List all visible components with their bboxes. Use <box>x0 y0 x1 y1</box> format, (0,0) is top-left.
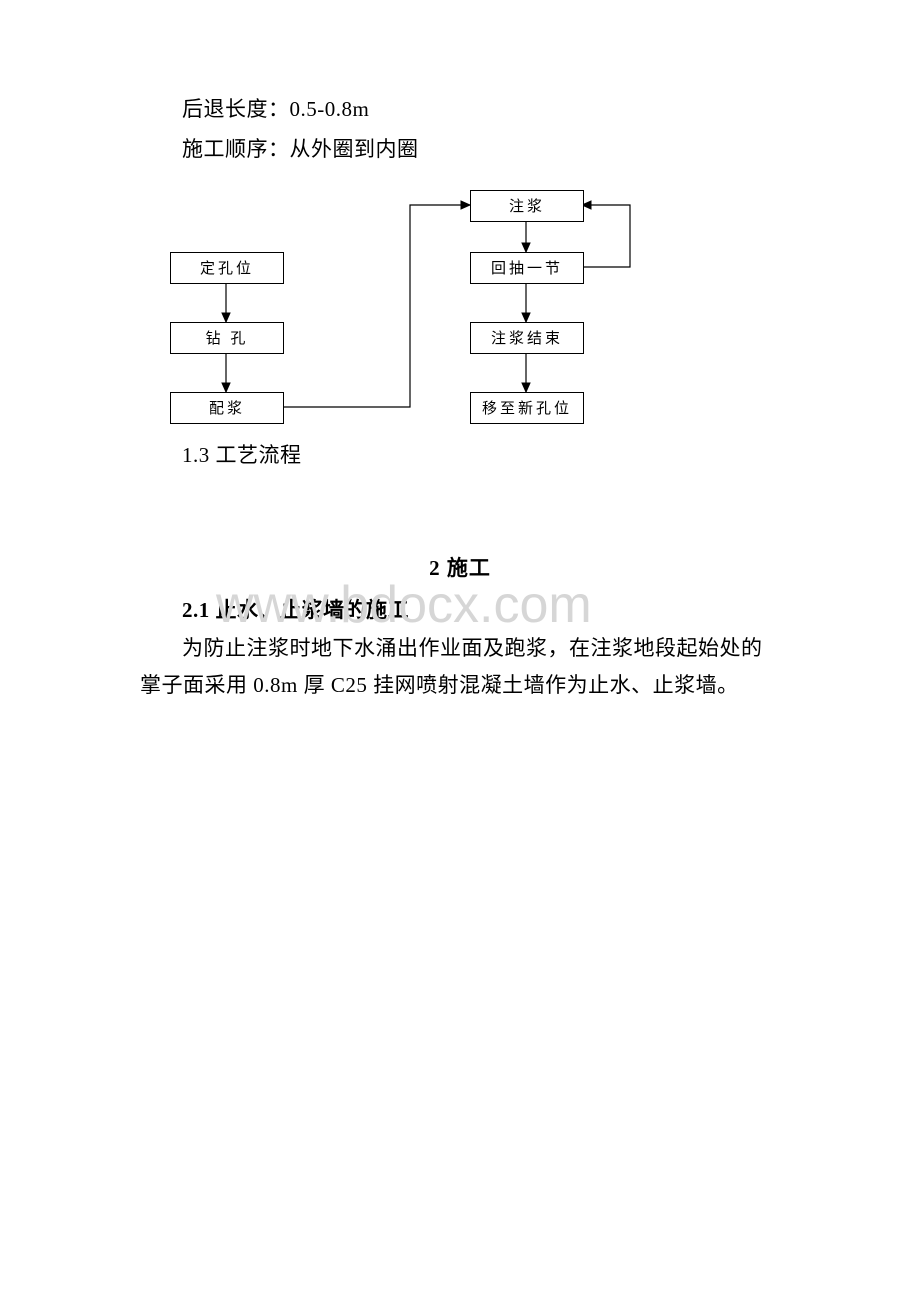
section-head: 2 施工 <box>140 552 780 582</box>
page: 后退长度：0.5-0.8m 施工顺序：从外圈到内圈 定孔位 钻 <box>0 0 920 1302</box>
node-retract-one: 回抽一节 <box>470 252 584 284</box>
node-grout-end: 注浆结束 <box>470 322 584 354</box>
node-drill: 钻 孔 <box>170 322 284 354</box>
flowchart-caption: 1.3 工艺流程 <box>140 436 780 476</box>
line-retreat-length: 后退长度：0.5-0.8m <box>140 90 780 130</box>
flowchart: 定孔位 钻 孔 配浆 注浆 回抽一节 注浆结束 移至新孔位 <box>140 182 700 432</box>
line-sequence: 施工顺序：从外圈到内圈 <box>140 130 780 170</box>
node-locate-hole: 定孔位 <box>170 252 284 284</box>
node-mix-slurry: 配浆 <box>170 392 284 424</box>
section-paragraph: 为防止注浆时地下水涌出作业面及跑浆，在注浆地段起始处的掌子面采用 0.8m 厚 … <box>140 630 780 706</box>
section-subhead: 2.1 止水、止浆墙的施工 <box>140 594 780 624</box>
node-move-new-hole: 移至新孔位 <box>470 392 584 424</box>
node-grout: 注浆 <box>470 190 584 222</box>
